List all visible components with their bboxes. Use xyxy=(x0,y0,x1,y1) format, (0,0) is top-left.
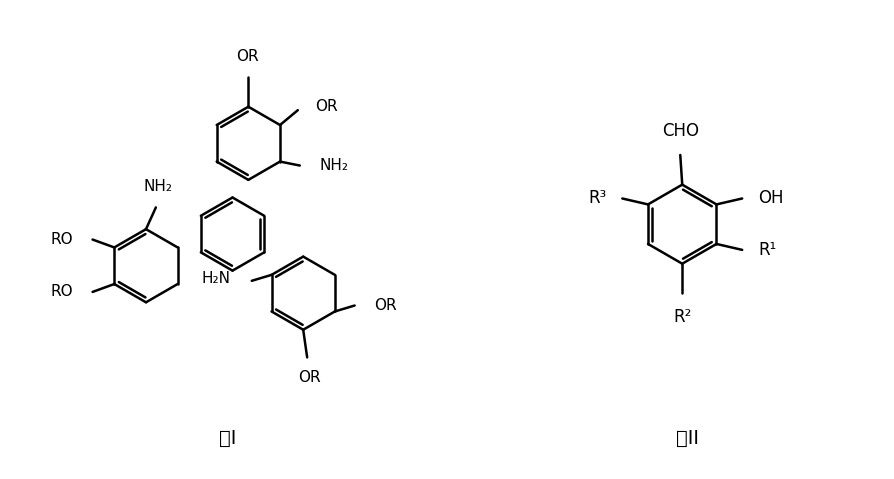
Text: NH₂: NH₂ xyxy=(143,179,173,194)
Text: R²: R² xyxy=(673,308,691,326)
Text: OR: OR xyxy=(298,370,320,385)
Text: OH: OH xyxy=(758,190,783,207)
Text: NH₂: NH₂ xyxy=(319,158,349,173)
Text: RO: RO xyxy=(50,285,72,299)
Text: OR: OR xyxy=(236,49,258,64)
Text: OR: OR xyxy=(316,99,338,114)
Text: R³: R³ xyxy=(588,190,606,207)
Text: H₂N: H₂N xyxy=(201,271,230,286)
Text: 式I: 式I xyxy=(219,429,236,448)
Text: R¹: R¹ xyxy=(758,241,776,259)
Text: CHO: CHO xyxy=(662,122,699,140)
Text: OR: OR xyxy=(375,298,397,313)
Text: RO: RO xyxy=(50,232,72,247)
Text: 式II: 式II xyxy=(676,429,699,448)
